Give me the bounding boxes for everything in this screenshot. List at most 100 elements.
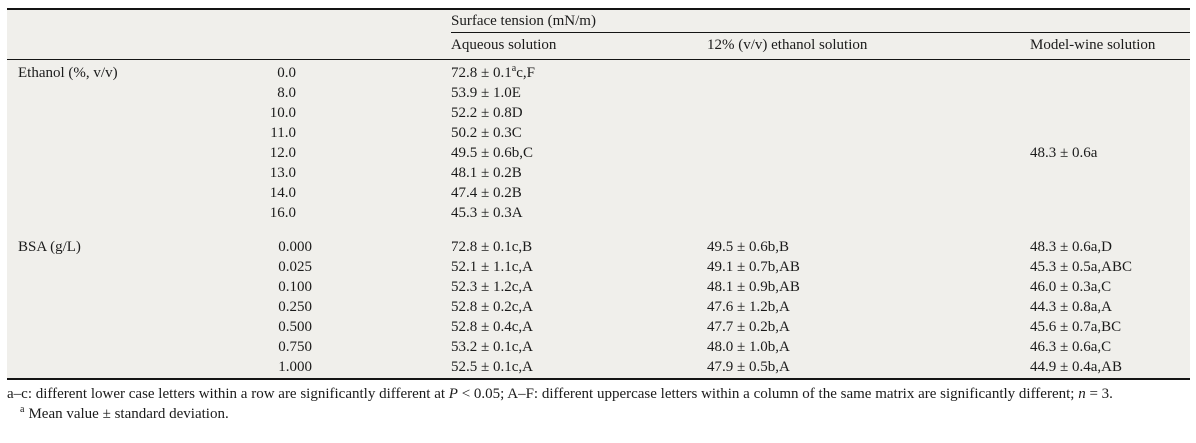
table-row: 1.000 52.5 ± 0.1c,A 47.9 ± 0.5b,A 44.9 ± 0.… [7,357,1190,377]
column-header-ethanol-solution: 12% (v/v) ethanol solution [707,37,868,53]
row-group-label-cell [7,257,251,277]
aqueous-value-cell: 48.1 ± 0.2B [451,165,522,181]
concentration-cell: 0.000 [278,239,312,255]
spacer-cell [312,183,451,203]
spacer-cell [312,297,451,317]
table-row: 11.0 50.2 ± 0.3C [7,123,1190,143]
footnote-mean-value: a Mean value ± standard deviation. [7,405,1192,424]
aqueous-value-cell: 52.5 ± 0.1c,A [451,359,533,375]
ethanol12-value-cell: 47.9 ± 0.5b,A [707,359,790,375]
footnote-marker-a: a [20,404,25,415]
aqueous-value-cell: 72.8 ± 0.1c,B [451,239,533,255]
footnote-text: < 0.05; A–F: different uppercase letters… [457,386,1079,402]
aqueous-value-cell: 52.1 ± 1.1c,A [451,259,533,275]
table-row: 0.025 52.1 ± 1.1c,A 49.1 ± 0.7b,AB 45.3 ± 0… [7,257,1190,277]
table-section: Ethanol (%, v/v) 0.0 72.8 ± 0.1ac,F 8.0 53.9… [7,63,1190,223]
concentration-cell: 13.0 [269,165,296,181]
table-row: 0.750 53.2 ± 0.1c,A 48.0 ± 1.0b,A 46.3 ± 0.… [7,337,1190,357]
table-group-header-row: Surface tension (mN/m) [7,10,1190,33]
table-footnotes: a–c: different lower case letters within… [7,385,1192,424]
spacer-cell [312,337,451,357]
model-wine-value-cell [1030,83,1190,103]
aqueous-value-cell: 72.8 ± 0.1ac,F [451,63,535,82]
ethanol12-value-cell [707,63,1030,83]
spacer-cell [312,123,451,143]
model-wine-value-cell [1030,63,1190,83]
table-row: 12.0 49.5 ± 0.6b,C 48.3 ± 0.6a [7,143,1190,163]
column-header-model-wine-solution: Model-wine solution [1030,37,1156,53]
spacer-cell [312,277,451,297]
table-body: Ethanol (%, v/v) 0.0 72.8 ± 0.1ac,F 8.0 53.9… [7,60,1190,378]
model-wine-value-cell: 46.3 ± 0.6a,C [1030,339,1112,355]
ethanol12-value-cell [707,123,1030,143]
aqueous-value-cell: 45.3 ± 0.3A [451,205,523,221]
spacer-cell [312,163,451,183]
row-group-label-cell [7,337,251,357]
concentration-cell: 11.0 [270,125,296,141]
spacer-cell [312,317,451,337]
ethanol12-value-cell [707,83,1030,103]
aqueous-value-cell: 52.8 ± 0.2c,A [451,299,533,315]
concentration-cell: 0.0 [277,65,296,81]
row-group-label-cell [7,103,251,123]
model-wine-value-cell: 44.9 ± 0.4a,AB [1030,359,1122,375]
concentration-cell: 16.0 [269,205,296,221]
aqueous-value-cell: 52.3 ± 1.2c,A [451,279,533,295]
model-wine-value-cell [1030,123,1190,143]
ethanol12-value-cell: 49.5 ± 0.6b,B [707,239,789,255]
model-wine-value-cell [1030,183,1190,203]
table-row: 8.0 53.9 ± 1.0E [7,83,1190,103]
footnote-italic-n: n [1078,386,1086,402]
table-row: BSA (g/L) 0.000 72.8 ± 0.1c,B 49.5 ± 0.6b,B… [7,237,1190,257]
ethanol12-value-cell: 47.6 ± 1.2b,A [707,299,790,315]
spacer-cell [312,63,451,83]
model-wine-value-cell [1030,163,1190,183]
concentration-cell: 8.0 [277,85,296,101]
row-group-label-cell [7,203,251,223]
row-group-label-cell [7,163,251,183]
aqueous-value-cell: 52.8 ± 0.4c,A [451,319,533,335]
table-column-header-row: Aqueous solution 12% (v/v) ethanol solut… [7,33,1190,60]
row-group-label-cell [7,123,251,143]
footnote-text: Mean value ± standard deviation. [28,406,229,422]
ethanol12-value-cell: 47.7 ± 0.2b,A [707,319,790,335]
spacer-cell [312,103,451,123]
group-header-surface-tension: Surface tension (mN/m) [451,10,1190,33]
table-row: 10.0 52.2 ± 0.8D [7,103,1190,123]
ethanol12-value-cell: 49.1 ± 0.7b,AB [707,259,800,275]
spacer-cell [312,203,451,223]
ethanol12-value-cell [707,103,1030,123]
concentration-cell: 10.0 [269,105,296,121]
aqueous-value-cell: 50.2 ± 0.3C [451,125,522,141]
footnote-significance: a–c: different lower case letters within… [7,385,1192,404]
row-group-label-cell [7,143,251,163]
row-group-label-cell [7,183,251,203]
table-row: 13.0 48.1 ± 0.2B [7,163,1190,183]
model-wine-value-cell: 45.3 ± 0.5a,ABC [1030,259,1132,275]
aqueous-value-cell: 47.4 ± 0.2B [451,185,522,201]
table-row: 14.0 47.4 ± 0.2B [7,183,1190,203]
table-row: 0.500 52.8 ± 0.4c,A 47.7 ± 0.2b,A 45.6 ± 0.… [7,317,1190,337]
spacer-cell [312,143,451,163]
concentration-cell: 0.100 [278,279,312,295]
concentration-cell: 0.250 [278,299,312,315]
model-wine-value-cell [1030,103,1190,123]
model-wine-value-cell: 45.6 ± 0.7a,BC [1030,319,1122,335]
concentration-cell: 14.0 [269,185,296,201]
model-wine-value-cell: 44.3 ± 0.8a,A [1030,299,1112,315]
ethanol12-value-cell [707,163,1030,183]
model-wine-value-cell: 48.3 ± 0.6a,D [1030,239,1112,255]
aqueous-value-cell: 53.2 ± 0.1c,A [451,339,533,355]
spacer-cell [312,83,451,103]
footnote-text: = 3. [1085,386,1113,402]
concentration-cell: 1.000 [278,359,312,375]
column-header-aqueous-solution: Aqueous solution [451,37,557,53]
spacer-cell [312,257,451,277]
aqueous-value-cell: 49.5 ± 0.6b,C [451,145,533,161]
model-wine-value-cell: 48.3 ± 0.6a [1030,145,1098,161]
model-wine-value-cell: 46.0 ± 0.3a,C [1030,279,1112,295]
row-group-label-cell [7,277,251,297]
concentration-cell: 0.025 [278,259,312,275]
aqueous-value-cell: 53.9 ± 1.0E [451,85,521,101]
spacer-cell [312,357,451,377]
